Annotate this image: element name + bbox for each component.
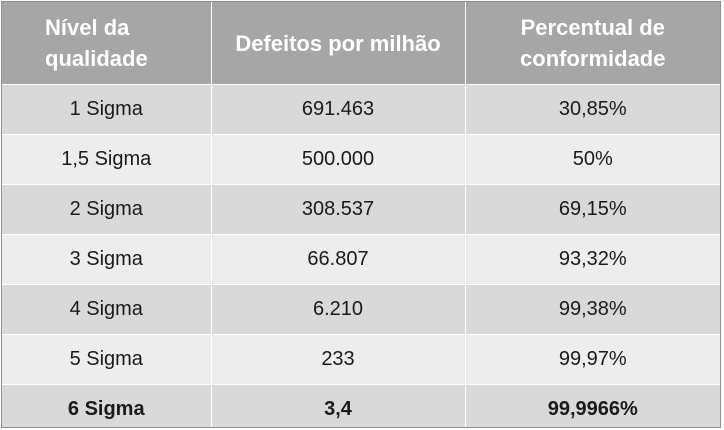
table-header-row: Nível da qualidade Defeitos por milhão P… — [2, 2, 720, 85]
header-quality-level-line1: Nível da — [45, 15, 130, 40]
cell-defects-per-million: 233 — [211, 334, 466, 385]
cell-quality-level: 2 Sigma — [2, 184, 212, 235]
table-row-highlighted: 6 Sigma 3,4 99,9966% — [2, 384, 720, 427]
table-row: 1 Sigma 691.463 30,85% — [2, 84, 720, 135]
cell-quality-level: 6 Sigma — [2, 384, 212, 427]
cell-defects-per-million: 66.807 — [211, 234, 466, 285]
cell-defects-per-million: 691.463 — [211, 84, 466, 135]
cell-quality-level: 1,5 Sigma — [2, 134, 212, 185]
table-row: 3 Sigma 66.807 93,32% — [2, 234, 720, 285]
header-quality-level-line2: qualidade — [45, 46, 148, 71]
cell-quality-level: 3 Sigma — [2, 234, 212, 285]
cell-defects-per-million: 500.000 — [211, 134, 466, 185]
cell-conformity-percent: 99,97% — [465, 334, 720, 385]
cell-quality-level: 4 Sigma — [2, 284, 212, 335]
table-row: 5 Sigma 233 99,97% — [2, 334, 720, 385]
cell-conformity-percent: 69,15% — [465, 184, 720, 235]
cell-defects-per-million: 6.210 — [211, 284, 466, 335]
header-quality-level: Nível da qualidade — [2, 2, 212, 85]
table-row: 1,5 Sigma 500.000 50% — [2, 134, 720, 185]
cell-conformity-percent: 50% — [465, 134, 720, 185]
cell-defects-per-million: 308.537 — [211, 184, 466, 235]
cell-conformity-percent: 99,9966% — [465, 384, 720, 427]
header-defects-per-million-line1: Defeitos por milhão — [235, 30, 441, 56]
cell-defects-per-million: 3,4 — [211, 384, 466, 427]
cell-quality-level: 5 Sigma — [2, 334, 212, 385]
header-conformity-percent: Percentual de conformidade — [465, 2, 720, 85]
table-row: 2 Sigma 308.537 69,15% — [2, 184, 720, 235]
cell-conformity-percent: 99,38% — [465, 284, 720, 335]
header-conformity-percent-line1: Percentual de — [520, 15, 665, 40]
header-conformity-percent-line2: conformidade — [520, 46, 666, 71]
header-defects-per-million: Defeitos por milhão — [211, 2, 466, 85]
cell-conformity-percent: 30,85% — [465, 84, 720, 135]
cell-quality-level: 1 Sigma — [2, 84, 212, 135]
cell-conformity-percent: 93,32% — [465, 234, 720, 285]
table-row: 4 Sigma 6.210 99,38% — [2, 284, 720, 335]
